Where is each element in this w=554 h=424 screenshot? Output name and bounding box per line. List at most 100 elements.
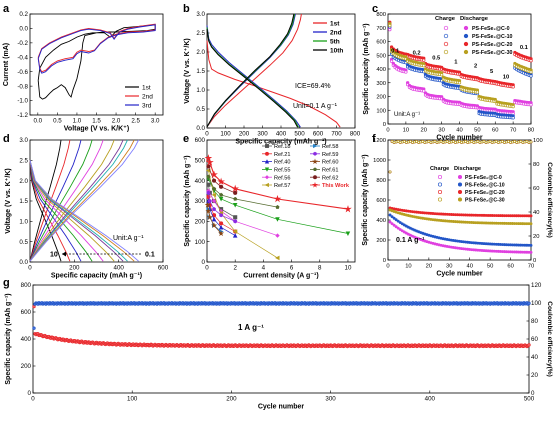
legend-discharge-marker [457, 189, 463, 195]
x-axis-label: Cycle number [258, 404, 305, 411]
legend-label: PS-FeSe₂@C-30 [465, 198, 505, 204]
x-tick-label: 0.0 [34, 118, 43, 125]
rate-charge-point [529, 103, 533, 107]
x-axis-label: Voltage (V vs. K/K⁺) [64, 125, 129, 133]
x-tick-label: 500 [294, 131, 305, 138]
y2-tick-label: 80 [531, 318, 538, 325]
y2-tick-label: 20 [531, 372, 538, 379]
discharge-curve [29, 160, 93, 262]
y-tick-label: 1.5 [19, 198, 28, 205]
y-tick-label: 2.0 [196, 49, 205, 56]
x-tick-label: 300 [257, 131, 268, 138]
panel-letter: b [183, 3, 190, 15]
y-tick-label: 1.5 [196, 68, 205, 75]
legend-marker [312, 158, 318, 165]
comparison-point [204, 154, 213, 162]
comparison-point [344, 205, 352, 213]
y-tick-label: 400 [195, 178, 206, 185]
y-tick-label: 300 [376, 81, 386, 87]
x-tick-label: 0 [205, 265, 209, 272]
legend-discharge-marker [463, 49, 469, 55]
rate-charge-point [529, 70, 533, 74]
legend-charge-marker [443, 49, 449, 55]
x-tick-label: 200 [69, 265, 80, 272]
panel-c-rate-chart: 0 10 20 30 40 50 60 70 8001002003004005006007008… [363, 12, 534, 141]
cycle-capacity-point [402, 223, 406, 227]
y2-tick-label: 60 [531, 336, 538, 343]
legend-label: 2nd [142, 94, 153, 101]
y-tick-label: 0 [28, 390, 32, 397]
charge-curve [29, 139, 139, 262]
ice-annotation: ICE=69.4% [295, 83, 331, 90]
cycle-ce-point [388, 170, 392, 174]
comparison-point [219, 184, 224, 189]
y-tick-label: 600 [195, 137, 206, 144]
rate-charge-point [389, 59, 394, 63]
y-tick-label: 700 [376, 26, 386, 32]
x-tick-label: 700 [331, 131, 342, 138]
comparison-point [204, 201, 211, 208]
legend-label: Ref.56 [274, 175, 290, 181]
legend-marker [313, 143, 318, 149]
legend-label: This Work [322, 183, 350, 189]
legend-label: 1st [330, 21, 340, 28]
cycle-capacity-point [388, 220, 392, 224]
legend-label: PS-FeSe₂@C-30 [472, 50, 513, 56]
charge-curve [29, 139, 135, 262]
unit-annotation: Unit:A g⁻¹ [113, 235, 144, 242]
x-tick-label: 400 [425, 396, 436, 403]
y-tick-label: -0.4 [17, 54, 28, 61]
x-tick-label: 40 [456, 127, 462, 133]
y2-tick-label: 60 [533, 186, 539, 192]
discharge-curve-10th [206, 29, 299, 128]
legend-label: PS-FeSe₂@C-20 [472, 42, 513, 48]
y-tick-label: 200 [21, 363, 32, 370]
panel-letter: a [3, 3, 10, 15]
plot-frame [206, 139, 356, 263]
y2-tick-label: 40 [533, 210, 539, 216]
comparison-point [233, 215, 238, 220]
y2-tick-label: 100 [531, 300, 542, 307]
legend-charge-marker [443, 41, 449, 47]
y-tick-label: 400 [21, 336, 32, 343]
y2-tick-label: 0 [531, 390, 535, 397]
charge-curve [29, 139, 115, 262]
y-tick-label: 800 [376, 12, 386, 18]
cycle-ce-point [529, 140, 533, 144]
y-tick-label: 3.0 [19, 137, 28, 144]
y-tick-label: 0.0 [19, 26, 28, 33]
legend-charge-marker [437, 182, 443, 187]
charge-curve [29, 139, 62, 262]
rate-charge-point [439, 73, 444, 77]
rate-charge-point [475, 90, 480, 94]
comparison-point [275, 233, 280, 238]
comparison-point [219, 213, 223, 218]
charge-curve-1st [206, 13, 302, 128]
x-tick-label: 60 [492, 127, 498, 133]
cycle-capacity-point [529, 222, 533, 226]
x-tick-label: 70 [510, 127, 516, 133]
rate-charge-point [404, 70, 408, 74]
comparison-line [208, 170, 278, 259]
rate-label: 0.5 [432, 55, 441, 61]
legend-label: Ref.60 [322, 160, 338, 166]
y-tick-label: 2.5 [19, 158, 28, 165]
y-tick-label: 2.5 [196, 30, 205, 37]
cv-curve-2nd [37, 23, 156, 73]
arrow-head [62, 251, 66, 257]
comparison-point [218, 224, 224, 230]
comparison-point [345, 231, 351, 237]
comparison-point [210, 170, 218, 178]
y-tick-label: 500 [195, 158, 206, 165]
x-tick-label: 50 [487, 263, 493, 269]
unit-annotation: Unit=0.1 A g⁻¹ [293, 103, 338, 110]
comparison-point [206, 182, 211, 187]
legend-marker [264, 182, 269, 188]
rate-charge-point [529, 59, 533, 63]
x-tick-label: 500 [524, 396, 535, 403]
rate-charge-point [457, 81, 462, 85]
legend-discharge-marker [463, 41, 469, 47]
x-tick-label: 80 [528, 127, 534, 133]
x-tick-label: 10 [405, 263, 411, 269]
rate-label: 5 [490, 69, 494, 75]
